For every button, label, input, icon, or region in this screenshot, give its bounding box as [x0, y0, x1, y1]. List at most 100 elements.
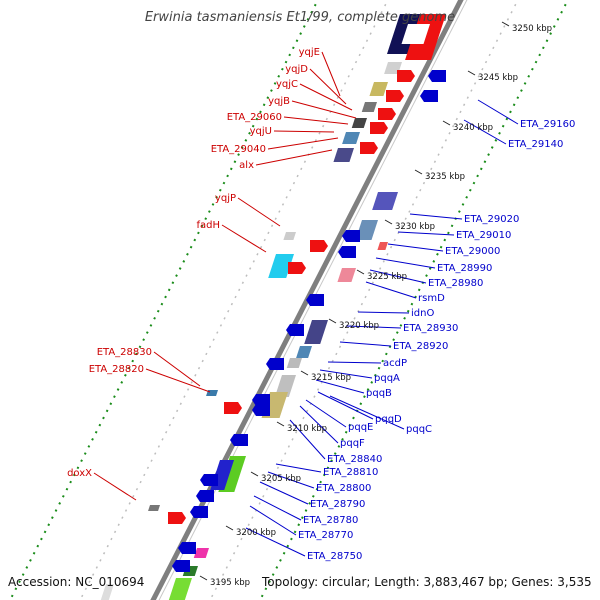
gene-arrow — [252, 404, 270, 416]
label-leader-lines — [93, 51, 519, 557]
gene-arrow — [338, 246, 356, 258]
reverse-gene-label: ETA_29160 — [520, 119, 575, 130]
gene-box — [372, 192, 399, 210]
gene-arrow — [252, 394, 270, 406]
kbp-mark-label: 3220 kbp — [339, 321, 379, 331]
leader-line-forward — [291, 100, 357, 119]
gene-box — [296, 346, 312, 358]
leader-line-reverse — [319, 369, 373, 379]
leader-line-forward — [237, 197, 281, 227]
gene-arrow — [288, 262, 306, 274]
leader-line-reverse — [463, 119, 507, 145]
kbp-mark-label: 3235 kbp — [425, 172, 465, 182]
gene-arrow — [190, 506, 208, 518]
kbp-mark-label: 3225 kbp — [367, 272, 407, 282]
gene-box — [401, 24, 430, 44]
gene-box — [369, 82, 388, 96]
gene-arrow — [266, 358, 284, 370]
kbp-mark-label: 3205 kbp — [261, 474, 301, 484]
guide-line-1 — [79, 0, 389, 600]
leader-line-forward — [255, 149, 333, 166]
leader-line-forward — [309, 68, 347, 105]
kbp-mark-label: 3250 kbp — [512, 24, 552, 34]
gene-arrow — [342, 230, 360, 242]
reverse-gene-label: ETA_29000 — [445, 246, 500, 257]
gene-box — [337, 268, 356, 282]
forward-gene-label: doxX — [67, 468, 92, 479]
gene-arrow — [200, 474, 218, 486]
leader-line-reverse — [329, 395, 405, 430]
leader-line-forward — [145, 368, 211, 393]
gene-arrow — [178, 542, 196, 554]
gene-arrow — [230, 434, 248, 446]
kbp-mark-label: 3200 kbp — [236, 528, 276, 538]
kbp-tick — [384, 219, 393, 225]
gene-box — [148, 505, 160, 511]
leader-line-forward — [267, 137, 339, 150]
reverse-gene-label: ETA_29010 — [456, 230, 511, 241]
reverse-gene-label: rsmD — [418, 293, 445, 304]
gene-arrow — [420, 90, 438, 102]
forward-gene-label: yqjC — [276, 79, 298, 90]
guide-line-0 — [9, 0, 319, 600]
leader-line-reverse — [253, 495, 302, 521]
gene-box — [100, 584, 114, 600]
forward-gene-label: yqjU — [250, 126, 272, 137]
gene-arrow — [286, 324, 304, 336]
kbp-tick — [442, 120, 451, 126]
reverse-gene-label: ETA_28800 — [316, 483, 371, 494]
leader-line-reverse — [275, 463, 322, 473]
leader-line-forward — [153, 351, 201, 387]
gene-arrow — [168, 512, 186, 524]
forward-gene-label: ETA_28820 — [89, 364, 144, 375]
kbp-tick — [501, 21, 510, 27]
reverse-gene-label: ETA_28810 — [323, 467, 378, 478]
accession-text: Accession: NC_010694 — [8, 575, 145, 589]
leader-line-reverse — [245, 527, 306, 557]
forward-gene-label: yqjB — [268, 96, 290, 107]
leader-line-reverse — [249, 505, 297, 536]
guide-line-2 — [209, 0, 519, 600]
reverse-gene-label: ETA_28750 — [307, 551, 362, 562]
forward-gene-label: yqjE — [299, 47, 320, 58]
gene-box — [268, 254, 294, 278]
gene-box — [168, 578, 192, 600]
reverse-gene-label: pqqC — [406, 424, 432, 435]
leader-line-reverse — [305, 399, 347, 428]
gene-box — [361, 102, 377, 112]
reverse-gene-label: ETA_28790 — [310, 499, 365, 510]
gene-arrow — [397, 70, 415, 82]
forward-gene-label: ETA_28830 — [97, 347, 152, 358]
leader-line-reverse — [477, 99, 519, 125]
leader-line-reverse — [289, 419, 326, 460]
reverse-gene-label: pqqB — [366, 388, 392, 399]
kbp-mark-label: 3230 kbp — [395, 222, 435, 232]
kbp-tick — [467, 70, 476, 76]
leader-line-reverse — [375, 257, 436, 269]
leader-line-reverse — [267, 471, 315, 489]
kbp-mark-label: 3215 kbp — [311, 373, 351, 383]
gene-box — [274, 375, 297, 397]
map-labels: 3250 kbp 3245 kbp 3240 kbp 3235 kbp 3230 kbp… — [67, 21, 575, 588]
gene-arrow — [386, 90, 404, 102]
kbp-tick — [328, 318, 337, 324]
reverse-gene-label: ETA_28840 — [327, 454, 382, 465]
dotted-guide-lines — [9, 0, 569, 600]
leader-line-reverse — [315, 379, 365, 394]
reverse-gene-label: ETA_28930 — [403, 323, 458, 334]
reverse-gene-label: acdP — [383, 358, 407, 369]
kbp-tick — [199, 575, 208, 581]
kbp-mark-label: 3240 kbp — [453, 123, 493, 133]
topology-text: Topology: circular; Length: 3,883,467 bp… — [262, 575, 592, 589]
leader-line-reverse — [397, 231, 455, 236]
gene-arrow — [428, 70, 446, 82]
reverse-gene-label: ETA_28770 — [298, 530, 353, 541]
gene-box — [342, 132, 360, 144]
kbp-tick — [250, 471, 259, 477]
leader-line-forward — [321, 51, 341, 97]
reverse-gene-label: pqqA — [374, 373, 400, 384]
gene-box — [193, 548, 209, 558]
kbp-tick — [276, 421, 285, 427]
gene-box — [333, 148, 354, 162]
